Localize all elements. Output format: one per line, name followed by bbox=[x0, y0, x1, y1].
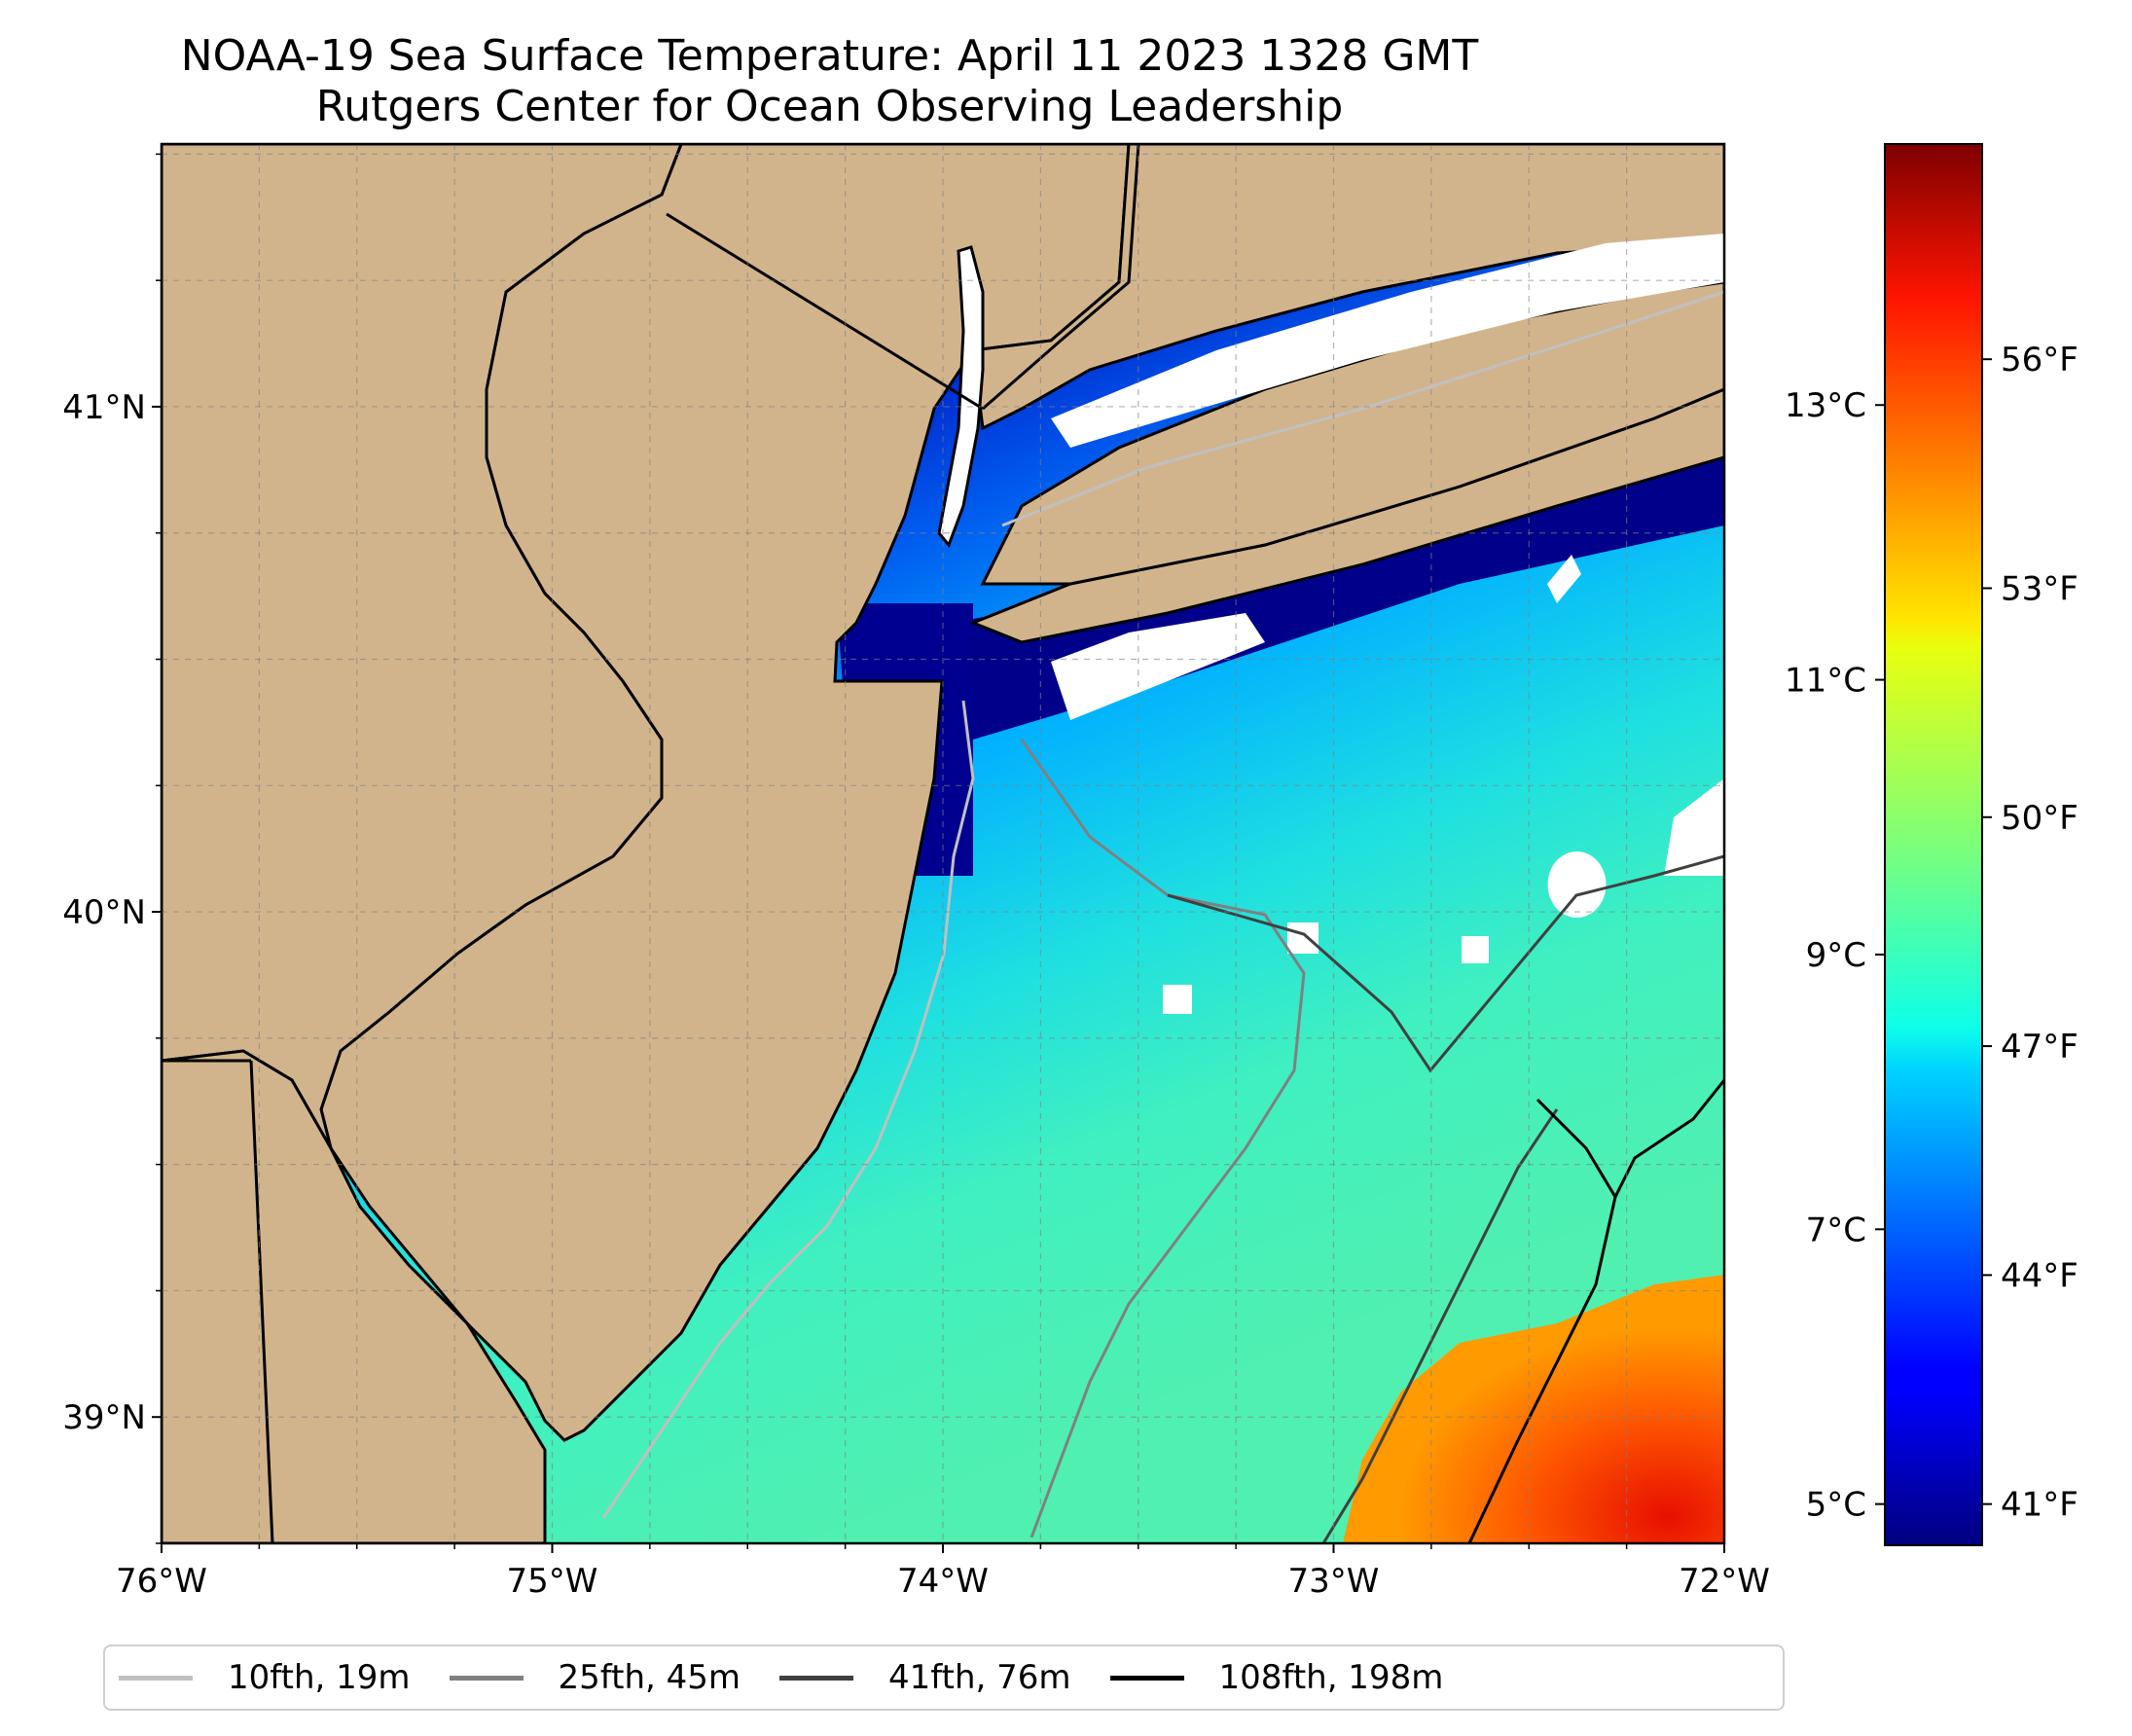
contour-41fth bbox=[1321, 1108, 1559, 1543]
axis-ticks: 76°W 75°W 74°W 73°W 72°W 41°N 40°N 39°N bbox=[62, 153, 1770, 1601]
lat-tick-label: 41°N bbox=[62, 388, 146, 427]
cloud-mask bbox=[1664, 778, 1724, 876]
contour-legend: 10fth, 19m 25fth, 45m 41fth, 76m 108fth, 19… bbox=[103, 1645, 1785, 1711]
contour-41fth bbox=[1167, 854, 1724, 1073]
fahrenheit-tick-label: 47°F bbox=[2001, 1028, 2078, 1067]
celsius-tick-label: 9°C bbox=[1806, 936, 1866, 975]
fahrenheit-tick-label: 56°F bbox=[2001, 341, 2078, 380]
state-border bbox=[666, 212, 984, 411]
cloud-mask bbox=[1163, 985, 1192, 1014]
lat-tick-label: 39°N bbox=[62, 1398, 146, 1437]
cloud-mask bbox=[1462, 936, 1489, 963]
lon-tick-label: 75°W bbox=[507, 1562, 598, 1601]
chart-subtitle: Rutgers Center for Ocean Observing Leade… bbox=[315, 82, 1344, 131]
cloud-mask bbox=[1547, 555, 1581, 603]
map-area bbox=[162, 144, 1724, 1543]
contour-10fth bbox=[601, 700, 975, 1519]
cloud-mask bbox=[1051, 613, 1265, 720]
legend-entry: 108fth, 198m bbox=[1109, 1658, 1444, 1697]
legend-entry: 41fth, 76m bbox=[779, 1658, 1071, 1697]
celsius-tick-label: 5°C bbox=[1806, 1486, 1866, 1525]
fahrenheit-tick-label: 41°F bbox=[2001, 1486, 2078, 1525]
cloud-mask bbox=[1287, 922, 1319, 954]
lon-tick-label: 76°W bbox=[116, 1562, 207, 1601]
state-border bbox=[982, 144, 1140, 411]
colorbar-ticks: 13°C 11°C 9°C 7°C 5°C 56°F 53°F 50°F 47°F 44°F 41°… bbox=[1785, 341, 2078, 1524]
contour-25fth bbox=[1020, 739, 1306, 1538]
legend-label: 108fth, 198m bbox=[1218, 1658, 1444, 1697]
legend-label: 10fth, 19m bbox=[228, 1658, 411, 1697]
chart-title: NOAA-19 Sea Surface Temperature: April 1… bbox=[180, 31, 1479, 81]
legend-label: 41fth, 76m bbox=[888, 1658, 1071, 1697]
legend-swatch bbox=[779, 1675, 854, 1681]
lon-tick-label: 72°W bbox=[1679, 1562, 1770, 1601]
legend-entry: 10fth, 19m bbox=[119, 1658, 411, 1697]
contour-108fth bbox=[1536, 1079, 1724, 1201]
fahrenheit-tick-label: 44°F bbox=[2001, 1256, 2078, 1295]
contour-10fth bbox=[1001, 290, 1724, 527]
fahrenheit-tick-label: 50°F bbox=[2001, 799, 2078, 838]
legend-entry: 25fth, 45m bbox=[449, 1658, 741, 1697]
contour-108fth bbox=[1467, 1196, 1617, 1543]
legend-label: 25fth, 45m bbox=[558, 1658, 741, 1697]
lon-tick-label: 74°W bbox=[897, 1562, 989, 1601]
celsius-tick-label: 13°C bbox=[1785, 386, 1866, 425]
cloud-mask bbox=[1547, 851, 1607, 918]
lon-tick-label: 73°W bbox=[1288, 1562, 1380, 1601]
celsius-tick-label: 7°C bbox=[1806, 1211, 1866, 1249]
land-new-york-connecticut bbox=[971, 144, 1724, 431]
legend-swatch bbox=[1109, 1675, 1184, 1681]
land-long-island-north bbox=[980, 280, 1724, 586]
celsius-tick-label: 11°C bbox=[1785, 662, 1866, 701]
colorbar bbox=[1884, 143, 1983, 1546]
legend-swatch bbox=[449, 1675, 524, 1681]
lat-tick-label: 40°N bbox=[62, 893, 146, 932]
state-border bbox=[249, 1060, 274, 1543]
long-island-sound bbox=[1051, 234, 1724, 448]
fahrenheit-tick-label: 53°F bbox=[2001, 569, 2078, 608]
gridlines bbox=[162, 144, 1724, 1543]
legend-swatch bbox=[119, 1675, 193, 1681]
